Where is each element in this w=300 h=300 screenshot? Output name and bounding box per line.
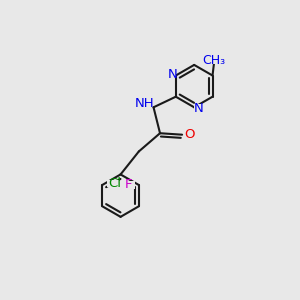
- Bar: [168, 71, 176, 78]
- Text: F: F: [125, 178, 132, 191]
- Bar: [107, 180, 119, 187]
- Bar: [194, 104, 202, 112]
- Text: NH: NH: [134, 97, 154, 110]
- Text: N: N: [194, 102, 203, 115]
- Bar: [139, 100, 151, 108]
- Text: N: N: [167, 68, 177, 81]
- Bar: [207, 56, 221, 64]
- Text: O: O: [184, 128, 195, 141]
- Text: CH₃: CH₃: [202, 54, 226, 67]
- Bar: [127, 182, 135, 189]
- Text: Cl: Cl: [108, 177, 121, 190]
- Bar: [184, 131, 193, 139]
